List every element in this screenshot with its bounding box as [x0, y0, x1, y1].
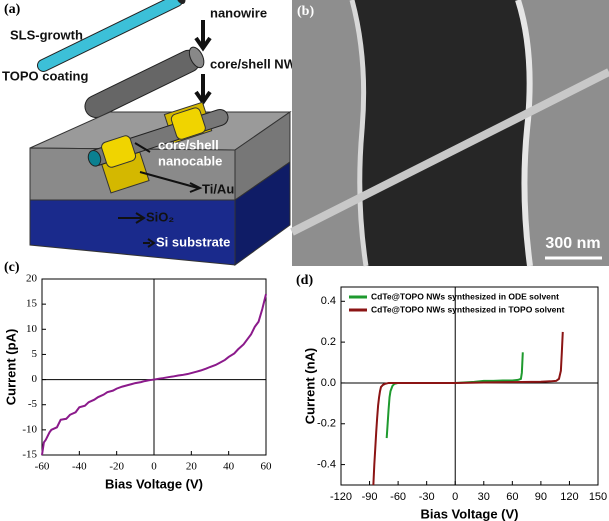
y-tick-label: 0	[32, 373, 38, 385]
y-tick-label: 0.4	[321, 295, 336, 307]
coated-nw-shape	[84, 46, 205, 118]
label: SiO₂	[146, 209, 174, 224]
sem-gap	[352, 0, 530, 266]
plot-frame	[340, 286, 599, 486]
x-tick-label: -90	[362, 491, 378, 503]
panel-a: (a) SLS-growth nanowire TOPO coating cor…	[2, 0, 297, 266]
x-tick-label: -20	[109, 461, 124, 473]
x-tick-label: -30	[419, 491, 435, 503]
x-tick-label: 120	[560, 491, 578, 503]
panel-b: (b) 300 nm	[290, 0, 609, 267]
label: core/shell	[158, 137, 219, 152]
si-side	[234, 161, 291, 266]
label: Ti/Au	[202, 181, 234, 196]
charts: -60 -40 -20 0 20 40 60 -15 -10 -5 0 5 10 15 20 (c) Bias …	[3, 260, 607, 521]
legend-label: CdTe@TOPO NWs synthesized in TOPO solven…	[371, 304, 565, 314]
sem-nanowire	[290, 68, 609, 236]
label: Si substrate	[156, 234, 230, 249]
y-tick-label: 0.0	[321, 377, 336, 389]
sem-edge	[515, 0, 533, 267]
x-tick-label: 0	[151, 461, 157, 473]
y-tick-label: -10	[22, 423, 37, 435]
x-tick-label: 20	[186, 461, 198, 473]
x-tick-label: 30	[478, 491, 490, 503]
pointers	[118, 142, 203, 248]
x-tick-label: 150	[589, 491, 607, 503]
x-tick-label: 60	[261, 461, 273, 473]
legend-label: CdTe@TOPO NWs synthesized in ODE solvent	[371, 291, 559, 301]
arrows	[194, 20, 212, 106]
scale-label: 300 nm	[545, 235, 600, 252]
x-tick-label: -60	[35, 461, 50, 473]
y-tick-label: 0.2	[321, 336, 336, 348]
y-tick-label: 10	[26, 323, 38, 335]
x-tick-label: 60	[506, 491, 518, 503]
nanowire-shape	[36, 0, 186, 72]
x-tick-label: -40	[72, 461, 87, 473]
device	[87, 101, 229, 194]
si-face	[29, 199, 236, 266]
y-axis-title: Current (nA)	[302, 348, 317, 425]
y-tick-label: -5	[28, 398, 38, 410]
y-tick-label: -15	[22, 449, 37, 461]
x-tick-label: 90	[535, 491, 547, 503]
y-tick-label: 20	[26, 273, 38, 285]
x-tick-label: -60	[390, 491, 406, 503]
label: core/shell NW	[210, 56, 297, 71]
x-tick-label: 40	[223, 461, 235, 473]
series-line	[372, 331, 564, 486]
panel-label: (c)	[4, 260, 20, 275]
series-line	[41, 293, 267, 456]
x-tick-label: -120	[330, 491, 352, 503]
y-axis-title: Current (pA)	[3, 329, 18, 406]
y-tick-label: -0.2	[317, 418, 336, 430]
x-axis-title: Bias Voltage (V)	[105, 476, 203, 491]
panel-label: (b)	[297, 4, 314, 19]
label: SLS-growth	[10, 27, 83, 42]
label: nanowire	[210, 5, 267, 20]
panel-label: (a)	[4, 2, 21, 17]
x-axis-title: Bias Voltage (V)	[420, 506, 518, 521]
label: TOPO coating	[2, 68, 88, 83]
label: nanocable	[158, 153, 222, 168]
sem-edge	[349, 0, 369, 267]
y-tick-label: 15	[26, 298, 38, 310]
y-tick-label: 5	[32, 348, 38, 360]
y-tick-label: -0.4	[317, 458, 336, 470]
x-tick-label: 0	[452, 491, 458, 503]
panel-label: (d)	[296, 273, 313, 288]
